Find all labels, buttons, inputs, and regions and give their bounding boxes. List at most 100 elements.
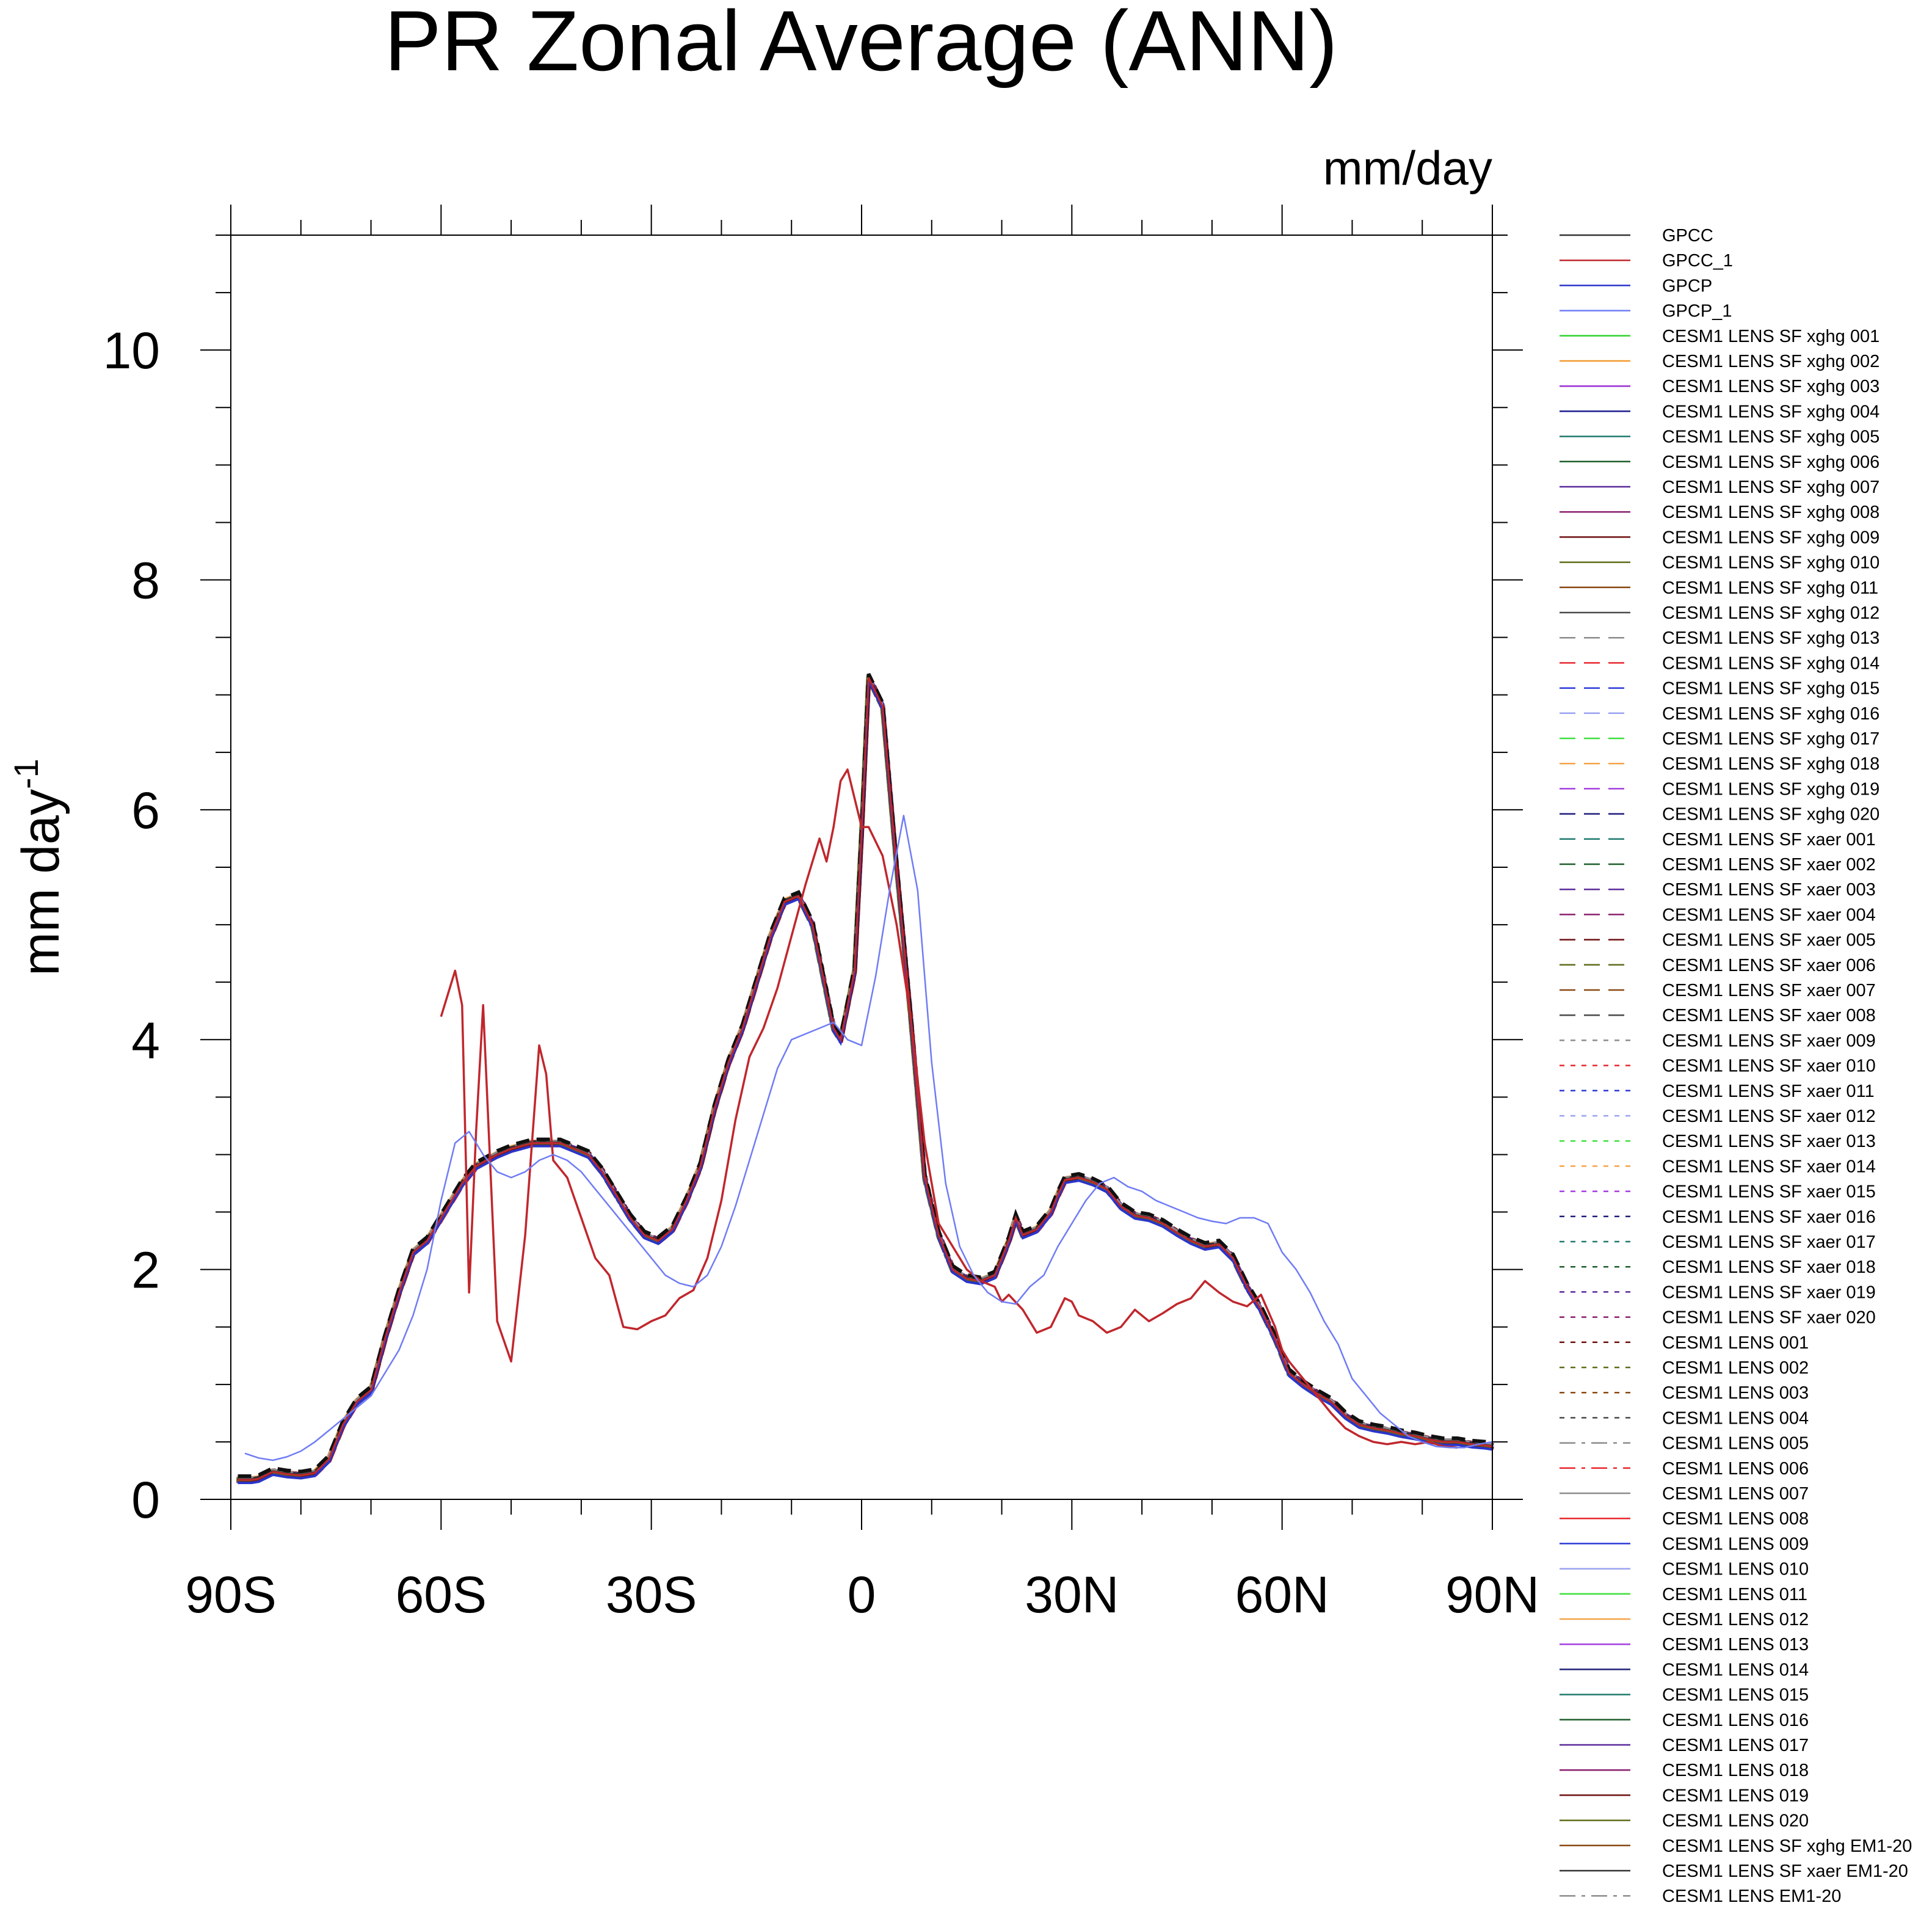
legend-label: CESM1 LENS SF xaer EM1-20 (1662, 1862, 1908, 1881)
axis-tick-labels: 0 2 4 6 8 10 90S 60S 30S 0 30N 60N 90N (103, 322, 1539, 1623)
y-tick-label: 4 (131, 1011, 160, 1069)
series-line-cesm1-lens-009 (239, 677, 1494, 1482)
series-line-cesm1-lens-001 (239, 674, 1494, 1479)
series-line-cesm1-lens-sf-xaer-011 (239, 679, 1494, 1483)
legend-label: CESM1 LENS SF xghg 020 (1662, 805, 1879, 824)
legend-label: CESM1 LENS SF xaer 016 (1662, 1207, 1876, 1227)
series-line-cesm1-lens-017 (238, 674, 1494, 1479)
legend-label: CESM1 LENS SF xaer 012 (1662, 1107, 1876, 1126)
legend-label: CESM1 LENS SF xghg 003 (1662, 377, 1879, 396)
x-tick-label: 30N (1025, 1566, 1119, 1623)
x-tick-label: 60S (396, 1566, 487, 1623)
gpcc-line (238, 677, 1493, 1481)
legend-label: CESM1 LENS 008 (1662, 1509, 1809, 1529)
y-tick-label: 6 (131, 782, 160, 839)
legend-label: CESM1 LENS SF xaer 013 (1662, 1132, 1876, 1151)
legend-label: CESM1 LENS 016 (1662, 1711, 1809, 1730)
y-tick-label: 10 (103, 322, 160, 379)
legend-label: CESM1 LENS SF xaer 001 (1662, 830, 1876, 850)
legend-label: CESM1 LENS SF xghg 013 (1662, 628, 1879, 648)
legend-label: CESM1 LENS SF xghg EM1-20 (1662, 1836, 1912, 1856)
legend: GPCC GPCC_1 GPCP GPCP_1 CESM1 LENS SF xghg 0… (1560, 226, 1912, 1906)
legend-label: CESM1 LENS 019 (1662, 1786, 1809, 1805)
legend-label: CESM1 LENS 004 (1662, 1408, 1809, 1428)
series-line-cesm1-lens-sf-xghg-003 (238, 679, 1494, 1483)
legend-label: CESM1 LENS SF xghg 002 (1662, 352, 1879, 371)
legend-label: CESM1 LENS 009 (1662, 1534, 1809, 1554)
legend-label: CESM1 LENS 007 (1662, 1484, 1809, 1504)
series-line-cesm1-lens-sf-xghg-013 (239, 674, 1494, 1479)
legend-label: CESM1 LENS SF xghg 008 (1662, 503, 1879, 522)
series-line-cesm1-lens-sf-xghg-004 (239, 678, 1494, 1482)
series-line-cesm1-lens-sf-xghg-005 (239, 677, 1494, 1482)
legend-label: CESM1 LENS SF xghg 012 (1662, 603, 1879, 623)
legend-label: CESM1 LENS SF xghg 011 (1662, 578, 1878, 598)
legend-label: CESM1 LENS 010 (1662, 1560, 1809, 1579)
series-line-cesm1-lens-sf-xaer-003 (239, 675, 1494, 1480)
x-tick-label: 90N (1445, 1566, 1539, 1623)
legend-label: CESM1 LENS SF xghg 016 (1662, 704, 1879, 724)
legend-label: CESM1 LENS SF xghg 001 (1662, 327, 1879, 346)
x-tick-label: 30S (606, 1566, 697, 1623)
legend-label: CESM1 LENS SF xaer 009 (1662, 1031, 1876, 1050)
legend-label: CESM1 LENS SF xaer 005 (1662, 931, 1876, 950)
plot-area (236, 673, 1494, 1484)
y-tick-label: 2 (131, 1242, 160, 1299)
legend-label: GPCP (1662, 276, 1712, 296)
legend-label: CESM1 LENS SF xghg 006 (1662, 453, 1879, 472)
legend-label: GPCP_1 (1662, 302, 1732, 321)
series-line-cesm1-lens-sf-xaer-020 (239, 675, 1494, 1480)
legend-label: CESM1 LENS SF xghg 010 (1662, 553, 1879, 573)
chart-title: PR Zonal Average (ANN) (384, 0, 1337, 89)
legend-label: CESM1 LENS SF xghg 009 (1662, 528, 1879, 547)
legend-label: CESM1 LENS SF xaer 007 (1662, 981, 1876, 1000)
series-line-cesm1-lens-010 (239, 676, 1494, 1480)
series-line-cesm1-lens-sf-xaer-002 (239, 677, 1494, 1481)
legend-label: CESM1 LENS 020 (1662, 1811, 1809, 1831)
legend-label: GPCC (1662, 226, 1713, 246)
legend-label: CESM1 LENS 017 (1662, 1736, 1809, 1755)
legend-label: CESM1 LENS SF xaer 019 (1662, 1283, 1876, 1302)
series-line-cesm1-lens-sf-xghg-012 (238, 675, 1494, 1480)
legend-label: CESM1 LENS SF xaer 002 (1662, 855, 1876, 875)
x-tick-label: 60N (1235, 1566, 1329, 1623)
legend-label: CESM1 LENS SF xaer 017 (1662, 1232, 1876, 1252)
legend-label: CESM1 LENS SF xghg 018 (1662, 754, 1879, 774)
legend-label: CESM1 LENS SF xaer 020 (1662, 1308, 1876, 1328)
plot-frame (230, 235, 1493, 1500)
legend-label: CESM1 LENS SF xaer 003 (1662, 880, 1876, 900)
series-line-cesm1-lens-sf-xaer-001 (238, 677, 1494, 1482)
legend-label: CESM1 LENS SF xaer 010 (1662, 1057, 1876, 1076)
series-line-cesm1-lens-sf-xaer-010 (238, 674, 1494, 1479)
legend-label: CESM1 LENS 001 (1662, 1333, 1809, 1353)
legend-label: CESM1 LENS SF xghg 005 (1662, 428, 1879, 447)
legend-label: CESM1 LENS SF xaer 015 (1662, 1182, 1876, 1202)
y-tick-label: 0 (131, 1471, 160, 1529)
legend-label: CESM1 LENS 014 (1662, 1660, 1809, 1680)
y-axis-label: mm day-1 (7, 759, 70, 976)
y-tick-label: 8 (131, 552, 160, 610)
series-line-cesm1-lens-sf-xaer-019 (238, 676, 1494, 1480)
series-line-cesm1-lens-018 (239, 679, 1494, 1483)
x-tick-label: 90S (185, 1566, 276, 1623)
legend-label: CESM1 LENS 011 (1662, 1585, 1807, 1604)
units-label: mm/day (1323, 141, 1492, 195)
legend-label: CESM1 LENS SF xaer 006 (1662, 956, 1876, 975)
legend-label: CESM1 LENS SF xaer 008 (1662, 1006, 1876, 1025)
series-line-cesm1-lens-019 (239, 678, 1494, 1482)
legend-label: GPCC_1 (1662, 251, 1733, 271)
legend-label: CESM1 LENS 002 (1662, 1358, 1809, 1378)
legend-label: CESM1 LENS 003 (1662, 1383, 1809, 1403)
x-tick-label: 0 (848, 1566, 876, 1623)
axis-ticks (200, 205, 1523, 1530)
legend-label: CESM1 LENS 006 (1662, 1459, 1809, 1479)
legend-label: CESM1 LENS 013 (1662, 1635, 1809, 1654)
legend-label: CESM1 LENS SF xghg 004 (1662, 402, 1879, 421)
y-axis-label-exponent: -1 (7, 759, 45, 789)
series-line-gpcc-1 (440, 768, 1458, 1449)
legend-label: CESM1 LENS EM1-20 (1662, 1887, 1841, 1906)
y-axis-label-text: mm day (12, 789, 70, 976)
legend-label: CESM1 LENS 012 (1662, 1610, 1809, 1629)
legend-label: CESM1 LENS SF xaer 004 (1662, 905, 1876, 925)
legend-label: CESM1 LENS 015 (1662, 1686, 1809, 1705)
